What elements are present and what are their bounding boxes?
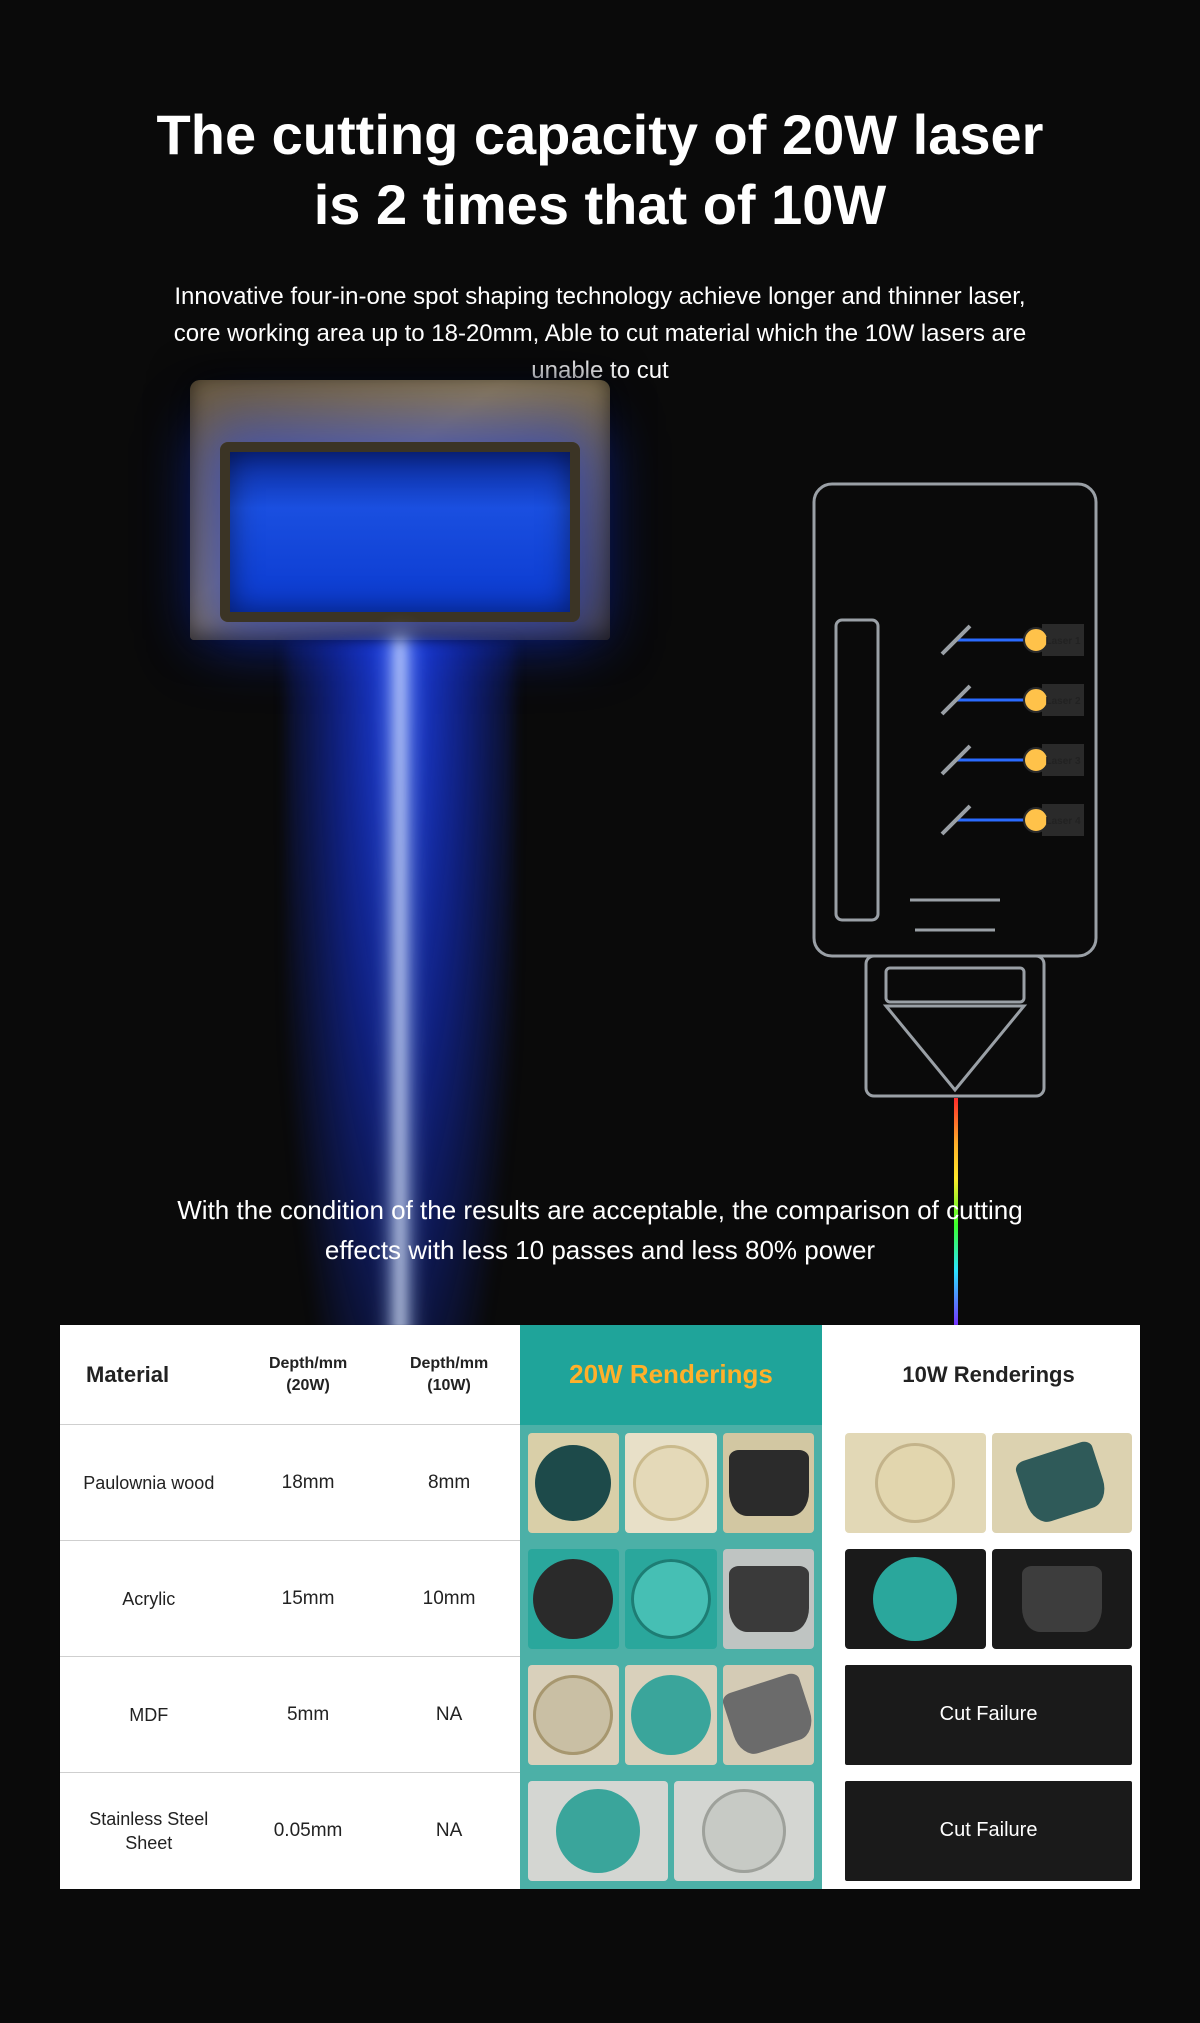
table-row: Stainless Steel Sheet0.05mmNA Cut Failure — [60, 1773, 1140, 1889]
sample-swatch — [845, 1433, 985, 1533]
sample-swatch — [528, 1665, 620, 1765]
cell-gap — [822, 1657, 837, 1773]
cell-render-10w: Cut Failure — [837, 1657, 1140, 1773]
cell-gap — [822, 1773, 837, 1889]
cell-render-10w — [837, 1541, 1140, 1657]
cell-render-10w: Cut Failure — [837, 1773, 1140, 1889]
sample-swatch — [674, 1781, 814, 1881]
svg-text:Laser 4: Laser 4 — [1045, 816, 1080, 827]
cell-depth-20w: 15mm — [238, 1541, 379, 1657]
col-gap — [822, 1325, 837, 1425]
cell-depth-20w: 5mm — [238, 1657, 379, 1773]
comparison-table: Material Depth/mm (20W) Depth/mm (10W) 2… — [60, 1325, 1140, 1889]
svg-text:Laser 3: Laser 3 — [1045, 756, 1080, 767]
cell-depth-10w: 10mm — [379, 1541, 520, 1657]
cell-material: Stainless Steel Sheet — [60, 1773, 238, 1889]
table-row: MDF5mmNA Cut Failure — [60, 1657, 1140, 1773]
table-row: Acrylic15mm10mm — [60, 1541, 1140, 1657]
table-row: Paulownia wood18mm8mm — [60, 1425, 1140, 1541]
four-in-one-diagram: Laser 1 Laser 2 Laser 3 Laser 4 — [810, 480, 1100, 1100]
cut-failure-badge: Cut Failure — [845, 1665, 1132, 1765]
cell-depth-10w: NA — [379, 1657, 520, 1773]
sample-swatch — [723, 1665, 815, 1765]
sample-swatch — [723, 1549, 815, 1649]
cell-depth-10w: 8mm — [379, 1425, 520, 1541]
sample-swatch — [625, 1549, 717, 1649]
sample-swatch — [723, 1433, 815, 1533]
svg-text:Laser 2: Laser 2 — [1045, 696, 1080, 707]
diagram-svg: Laser 1 Laser 2 Laser 3 Laser 4 — [810, 480, 1100, 1100]
infographic-page: The cutting capacity of 20W laser is 2 t… — [0, 0, 1200, 2023]
cut-failure-badge: Cut Failure — [845, 1781, 1132, 1881]
laser-photo-area — [190, 380, 610, 1200]
laser-head-graphic — [190, 380, 610, 640]
col-render-10w: 10W Renderings — [837, 1325, 1140, 1425]
cell-material: Acrylic — [60, 1541, 238, 1657]
table-header-row: Material Depth/mm (20W) Depth/mm (10W) 2… — [60, 1325, 1140, 1425]
cell-render-10w — [837, 1425, 1140, 1541]
cell-material: MDF — [60, 1657, 238, 1773]
sample-swatch — [845, 1549, 985, 1649]
cell-depth-20w: 0.05mm — [238, 1773, 379, 1889]
sample-swatch — [528, 1549, 620, 1649]
cell-render-20w — [520, 1541, 823, 1657]
col-depth-20w: Depth/mm (20W) — [238, 1325, 379, 1425]
cell-material: Paulownia wood — [60, 1425, 238, 1541]
sample-swatch — [625, 1433, 717, 1533]
cell-gap — [822, 1425, 837, 1541]
sample-swatch — [625, 1665, 717, 1765]
cell-render-20w — [520, 1425, 823, 1541]
cell-render-20w — [520, 1657, 823, 1773]
sample-swatch — [992, 1433, 1132, 1533]
cell-depth-10w: NA — [379, 1773, 520, 1889]
col-depth-10w: Depth/mm (10W) — [379, 1325, 520, 1425]
cell-gap — [822, 1541, 837, 1657]
sample-swatch — [528, 1781, 668, 1881]
condition-note: With the condition of the results are ac… — [150, 1190, 1050, 1271]
col-render-20w: 20W Renderings — [520, 1325, 823, 1425]
cell-depth-20w: 18mm — [238, 1425, 379, 1541]
hero-block: The cutting capacity of 20W laser is 2 t… — [150, 100, 1050, 390]
svg-text:Laser 1: Laser 1 — [1045, 636, 1080, 647]
sample-swatch — [528, 1433, 620, 1533]
cell-render-20w — [520, 1773, 823, 1889]
col-material: Material — [60, 1325, 238, 1425]
sample-swatch — [992, 1549, 1132, 1649]
laser-window — [220, 442, 580, 622]
page-title: The cutting capacity of 20W laser is 2 t… — [150, 100, 1050, 240]
page-subtitle: Innovative four-in-one spot shaping tech… — [150, 278, 1050, 390]
